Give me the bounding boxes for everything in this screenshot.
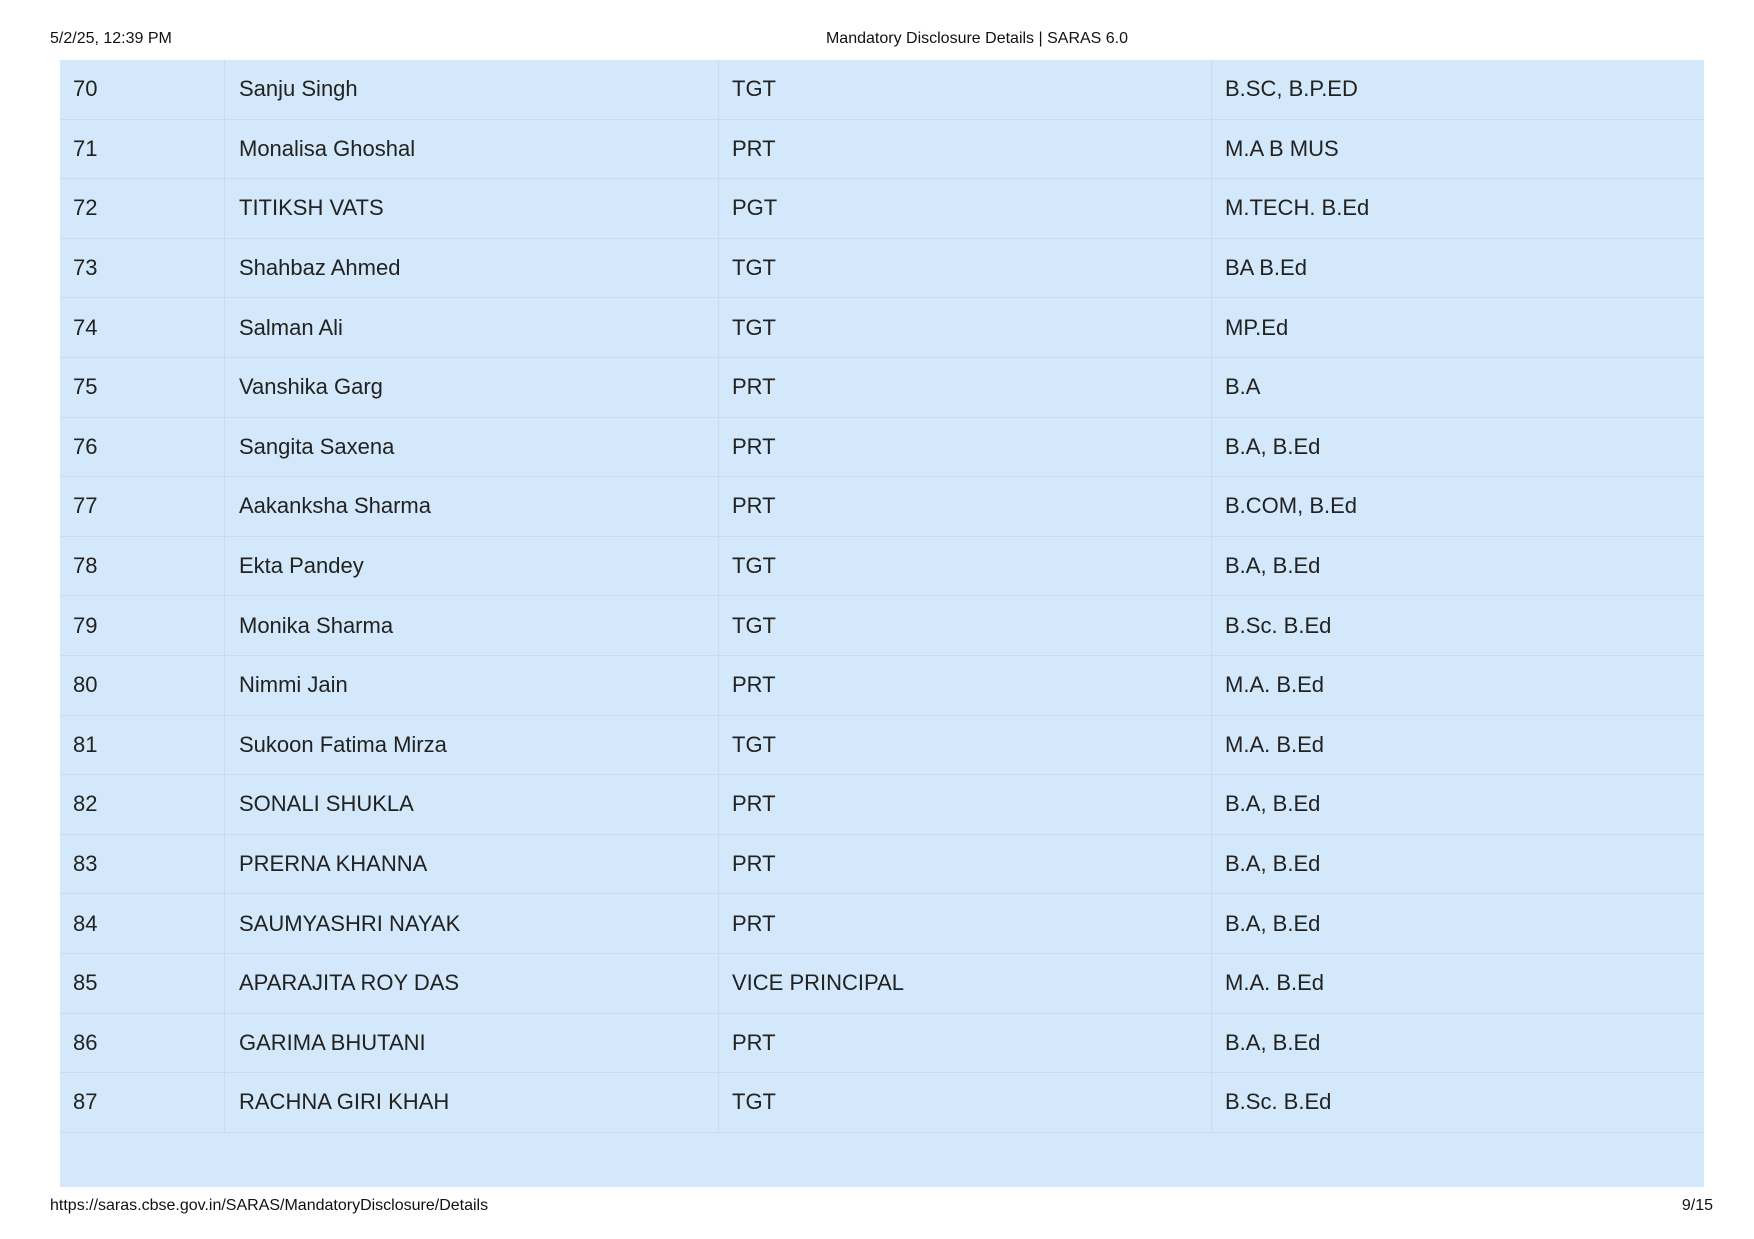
staff-name-cell: SONALI SHUKLA — [224, 775, 718, 834]
designation-cell: TGT — [718, 238, 1211, 298]
staff-name-cell: Sanju Singh — [224, 60, 718, 119]
serial-number-cell: 78 — [73, 553, 98, 579]
staff-name-cell: TITIKSH VATS — [224, 179, 718, 238]
staff-name-cell: APARAJITA ROY DAS — [224, 954, 718, 1013]
page-number: 9/15 — [1681, 1197, 1713, 1214]
table-row: 76 Sangita Saxena PRT B.A, B.Ed — [60, 417, 1704, 478]
designation-cell: PRT — [718, 477, 1211, 536]
staff-name-cell: Nimmi Jain — [224, 656, 718, 715]
designation-cell: PRT — [718, 417, 1211, 477]
designation-cell: PRT — [718, 1013, 1211, 1073]
designation-cell: PRT — [718, 894, 1211, 953]
staff-name-cell: Ekta Pandey — [224, 536, 718, 596]
staff-name-cell: Vanshika Garg — [224, 358, 718, 417]
qualification-cell: B.A, B.Ed — [1211, 536, 1704, 596]
qualification-cell: B.SC, B.P.ED — [1211, 60, 1704, 119]
table-row: 86 GARIMA BHUTANI PRT B.A, B.Ed — [60, 1013, 1704, 1074]
table-row: 79 Monika Sharma TGT B.Sc. B.Ed — [60, 596, 1704, 656]
staff-name-cell: Shahbaz Ahmed — [224, 238, 718, 298]
designation-cell: VICE PRINCIPAL — [718, 954, 1211, 1013]
qualification-cell: B.Sc. B.Ed — [1211, 596, 1704, 655]
serial-number-cell: 79 — [73, 612, 98, 638]
table-row: 81 Sukoon Fatima Mirza TGT M.A. B.Ed — [60, 715, 1704, 776]
page-title: Mandatory Disclosure Details | SARAS 6.0 — [825, 30, 1129, 47]
serial-number-cell: 81 — [73, 731, 98, 757]
table-row: 75 Vanshika Garg PRT B.A — [60, 358, 1704, 418]
table-row: 80 Nimmi Jain PRT M.A. B.Ed — [60, 656, 1704, 716]
table-row: 84 SAUMYASHRI NAYAK PRT B.A, B.Ed — [60, 894, 1704, 954]
designation-cell: PRT — [718, 656, 1211, 715]
table-row: 78 Ekta Pandey TGT B.A, B.Ed — [60, 536, 1704, 597]
table-row: 87 RACHNA GIRI KHAH TGT B.Sc. B.Ed — [60, 1073, 1704, 1133]
print-datetime: 5/2/25, 12:39 PM — [50, 30, 172, 47]
staff-name-cell: Salman Ali — [224, 298, 718, 357]
designation-cell: TGT — [718, 715, 1211, 775]
staff-table: 70 Sanju Singh TGT B.SC, B.P.ED 71 Monalisa G… — [60, 60, 1704, 1187]
designation-cell: TGT — [718, 536, 1211, 596]
table-row: 71 Monalisa Ghoshal PRT M.A B MUS — [60, 119, 1704, 180]
table-row: 73 Shahbaz Ahmed TGT BA B.Ed — [60, 238, 1704, 299]
staff-name-cell: Monalisa Ghoshal — [224, 119, 718, 179]
staff-name-cell: Aakanksha Sharma — [224, 477, 718, 536]
qualification-cell: B.A, B.Ed — [1211, 1013, 1704, 1073]
serial-number-cell: 77 — [73, 493, 98, 519]
qualification-cell: BA B.Ed — [1211, 238, 1704, 298]
qualification-cell: B.Sc. B.Ed — [1211, 1073, 1704, 1132]
qualification-cell: B.COM, B.Ed — [1211, 477, 1704, 536]
designation-cell: PGT — [718, 179, 1211, 238]
table-row: 82 SONALI SHUKLA PRT B.A, B.Ed — [60, 775, 1704, 835]
serial-number-cell: 85 — [73, 970, 98, 996]
serial-number-cell: 80 — [73, 672, 98, 698]
qualification-cell: M.A. B.Ed — [1211, 715, 1704, 775]
designation-cell: TGT — [718, 596, 1211, 655]
staff-name-cell: Sangita Saxena — [224, 417, 718, 477]
qualification-cell: B.A, B.Ed — [1211, 894, 1704, 953]
serial-number-cell: 74 — [73, 314, 98, 340]
serial-number-cell: 73 — [73, 255, 98, 281]
serial-number-cell: 72 — [73, 195, 98, 221]
serial-number-cell: 75 — [73, 374, 98, 400]
qualification-cell: B.A — [1211, 358, 1704, 417]
table-row: 70 Sanju Singh TGT B.SC, B.P.ED — [60, 60, 1704, 120]
qualification-cell: B.A, B.Ed — [1211, 834, 1704, 894]
designation-cell: PRT — [718, 834, 1211, 894]
qualification-cell: M.A. B.Ed — [1211, 954, 1704, 1013]
designation-cell: PRT — [718, 358, 1211, 417]
designation-cell: TGT — [718, 1073, 1211, 1132]
designation-cell: PRT — [718, 119, 1211, 179]
table-row: 77 Aakanksha Sharma PRT B.COM, B.Ed — [60, 477, 1704, 537]
serial-number-cell: 83 — [73, 851, 98, 877]
serial-number-cell: 71 — [73, 135, 98, 161]
table-row: 85 APARAJITA ROY DAS VICE PRINCIPAL M.A. B.… — [60, 954, 1704, 1014]
staff-name-cell: PRERNA KHANNA — [224, 834, 718, 894]
staff-name-cell: RACHNA GIRI KHAH — [224, 1073, 718, 1132]
designation-cell: PRT — [718, 775, 1211, 834]
designation-cell: TGT — [718, 60, 1211, 119]
serial-number-cell: 84 — [73, 910, 98, 936]
qualification-cell: M.A. B.Ed — [1211, 656, 1704, 715]
qualification-cell: MP.Ed — [1211, 298, 1704, 357]
qualification-cell: M.A B MUS — [1211, 119, 1704, 179]
qualification-cell: B.A, B.Ed — [1211, 417, 1704, 477]
serial-number-cell: 70 — [73, 76, 98, 102]
table-row: 72 TITIKSH VATS PGT M.TECH. B.Ed — [60, 179, 1704, 239]
table-row: 74 Salman Ali TGT MP.Ed — [60, 298, 1704, 358]
page-url: https://saras.cbse.gov.in/SARAS/Mandator… — [50, 1197, 489, 1214]
serial-number-cell: 82 — [73, 791, 98, 817]
staff-name-cell: GARIMA BHUTANI — [224, 1013, 718, 1073]
staff-name-cell: Sukoon Fatima Mirza — [224, 715, 718, 775]
qualification-cell: B.A, B.Ed — [1211, 775, 1704, 834]
staff-name-cell: Monika Sharma — [224, 596, 718, 655]
table-row: 83 PRERNA KHANNA PRT B.A, B.Ed — [60, 834, 1704, 895]
designation-cell: TGT — [718, 298, 1211, 357]
serial-number-cell: 86 — [73, 1029, 98, 1055]
qualification-cell: M.TECH. B.Ed — [1211, 179, 1704, 238]
staff-name-cell: SAUMYASHRI NAYAK — [224, 894, 718, 953]
serial-number-cell: 87 — [73, 1089, 98, 1115]
serial-number-cell: 76 — [73, 433, 98, 459]
